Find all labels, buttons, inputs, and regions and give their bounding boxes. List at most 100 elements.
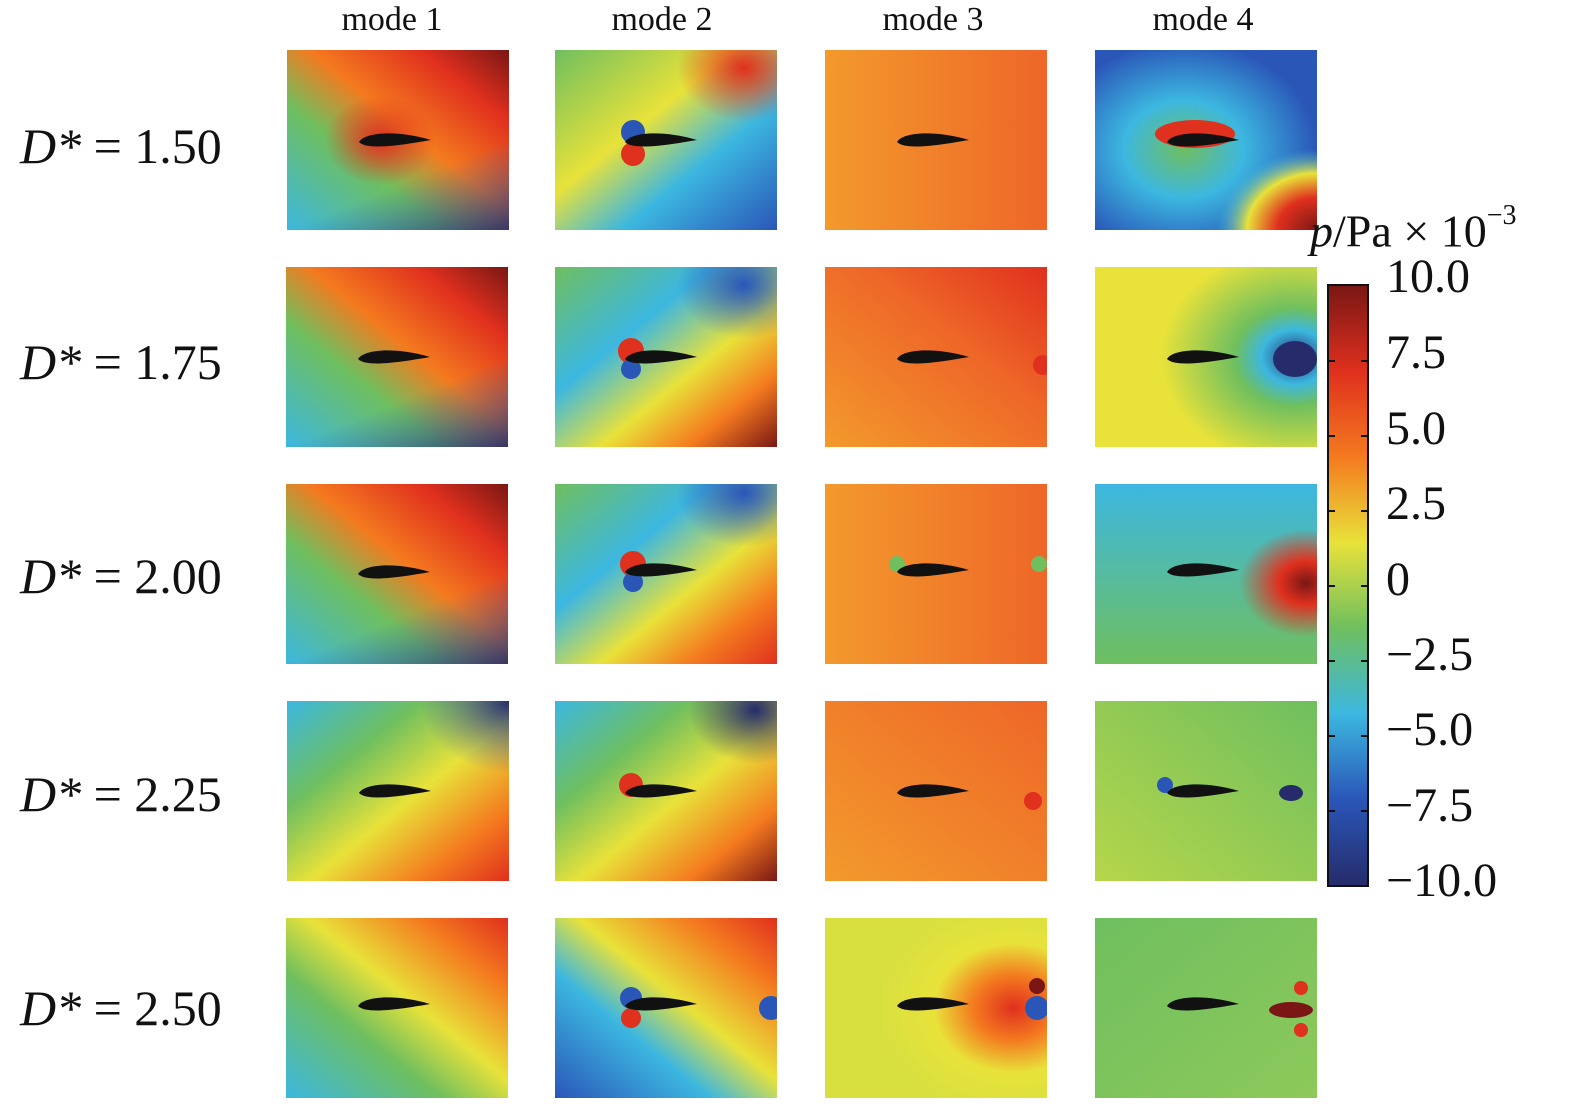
row-label-2: D* = 1.75 [20,334,280,390]
airfoil-shape [625,350,697,364]
pressure-field-image [286,484,508,664]
airfoil-shape [359,133,431,147]
field-tile-r1-mode4 [1095,50,1317,230]
field-tile-r5-mode2 [555,918,777,1098]
row-label-5: D* = 2.50 [20,980,280,1036]
pressure-field-image [825,701,1047,881]
row-label-4: D* = 2.25 [20,766,280,822]
colorbar-tick-label: −2.5 [1386,628,1474,681]
colorbar-tick-mark [1361,810,1369,812]
pressure-field-image [825,918,1047,1098]
row-label-symbol: D* [20,766,82,822]
airfoil-shape [358,997,430,1011]
airfoil-shape [897,784,969,798]
field-tile-r2-mode2 [555,267,777,447]
pressure-field-image [287,50,509,230]
colorbar-tick-mark [1327,360,1335,362]
column-header-mode-3: mode 3 [882,1,984,38]
airfoil-shape [625,133,697,147]
pressure-field-image [555,484,777,664]
colorbar-tick-mark [1327,585,1335,587]
airfoil-shape [1167,784,1239,798]
row-label-symbol: D* [20,980,82,1036]
airfoil-shape [1167,563,1239,577]
colorbar-unit: /Pa × 10 [1333,205,1487,257]
airfoil-shape [625,997,697,1011]
airfoil-shape [358,565,430,579]
pressure-field-image [1095,701,1317,881]
field-tile-r1-mode3 [825,50,1047,230]
field-tile-r3-mode3 [825,484,1047,664]
field-tile-r1-mode1 [287,50,509,230]
row-label-value: = 2.00 [93,548,222,604]
pressure-field-image [1095,484,1317,664]
column-header-mode-1: mode 1 [341,1,443,38]
field-tile-r4-mode1 [287,701,509,881]
pressure-field-image [1095,918,1317,1098]
field-tile-r5-mode1 [286,918,508,1098]
colorbar-tick-mark [1327,735,1335,737]
pressure-field-image [1095,50,1317,230]
colorbar-tick-mark [1327,435,1335,437]
column-header-mode-4: mode 4 [1152,1,1254,38]
field-tile-r4-mode4 [1095,701,1317,881]
airfoil-shape [1167,133,1239,147]
colorbar-title: p/Pa × 10−3 [1310,196,1517,257]
row-label-value: = 2.25 [93,766,222,822]
airfoil-shape [897,133,969,147]
colorbar-tick-label: −10.0 [1386,854,1498,907]
field-tile-r3-mode1 [286,484,508,664]
pressure-field-image [555,918,777,1098]
row-label-value: = 1.50 [93,118,222,174]
pressure-field-image [286,918,508,1098]
column-header-mode-2: mode 2 [611,1,713,38]
pressure-field-image [286,267,508,447]
field-tile-r5-mode4 [1095,918,1317,1098]
pressure-field-image [555,267,777,447]
airfoil-shape [1167,350,1239,364]
colorbar-tick-label: 2.5 [1386,477,1446,530]
field-tile-r5-mode3 [825,918,1047,1098]
colorbar-variable: p [1310,205,1333,257]
colorbar-tick-label: 5.0 [1386,402,1446,455]
row-label-value: = 1.75 [93,334,222,390]
pressure-field-image [287,701,509,881]
field-tile-r1-mode2 [555,50,777,230]
field-tile-r4-mode3 [825,701,1047,881]
colorbar-tick-mark [1361,660,1369,662]
colorbar-exponent: −3 [1486,200,1517,231]
field-tile-r3-mode4 [1095,484,1317,664]
pressure-field-image [555,701,777,881]
field-tile-r2-mode4 [1095,267,1317,447]
airfoil-shape [897,997,969,1011]
colorbar-tick-mark [1361,510,1369,512]
field-tile-r2-mode1 [286,267,508,447]
field-tile-r2-mode3 [825,267,1047,447]
airfoil-shape [897,350,969,364]
pressure-field-image [1095,267,1317,447]
colorbar-tick-mark [1361,360,1369,362]
airfoil-shape [625,563,697,577]
airfoil-shape [359,784,431,798]
airfoil-shape [1167,997,1239,1011]
airfoil-shape [625,784,697,798]
colorbar-tick-mark [1327,810,1335,812]
field-tile-r3-mode2 [555,484,777,664]
row-label-symbol: D* [20,118,82,174]
colorbar-tick-mark [1327,660,1335,662]
row-label-1: D* = 1.50 [20,118,280,174]
colorbar-tick-label: −7.5 [1386,779,1474,832]
colorbar-tick-label: 0 [1386,553,1410,606]
airfoil-shape [358,350,430,364]
colorbar-tick-label: 7.5 [1386,326,1446,379]
pressure-field-image [825,267,1047,447]
colorbar-tick-mark [1361,585,1369,587]
pressure-field-image [825,50,1047,230]
pressure-field-image [825,484,1047,664]
row-label-3: D* = 2.00 [20,548,280,604]
colorbar-tick-mark [1327,510,1335,512]
airfoil-shape [897,563,969,577]
row-label-symbol: D* [20,548,82,604]
field-tile-r4-mode2 [555,701,777,881]
row-label-symbol: D* [20,334,82,390]
